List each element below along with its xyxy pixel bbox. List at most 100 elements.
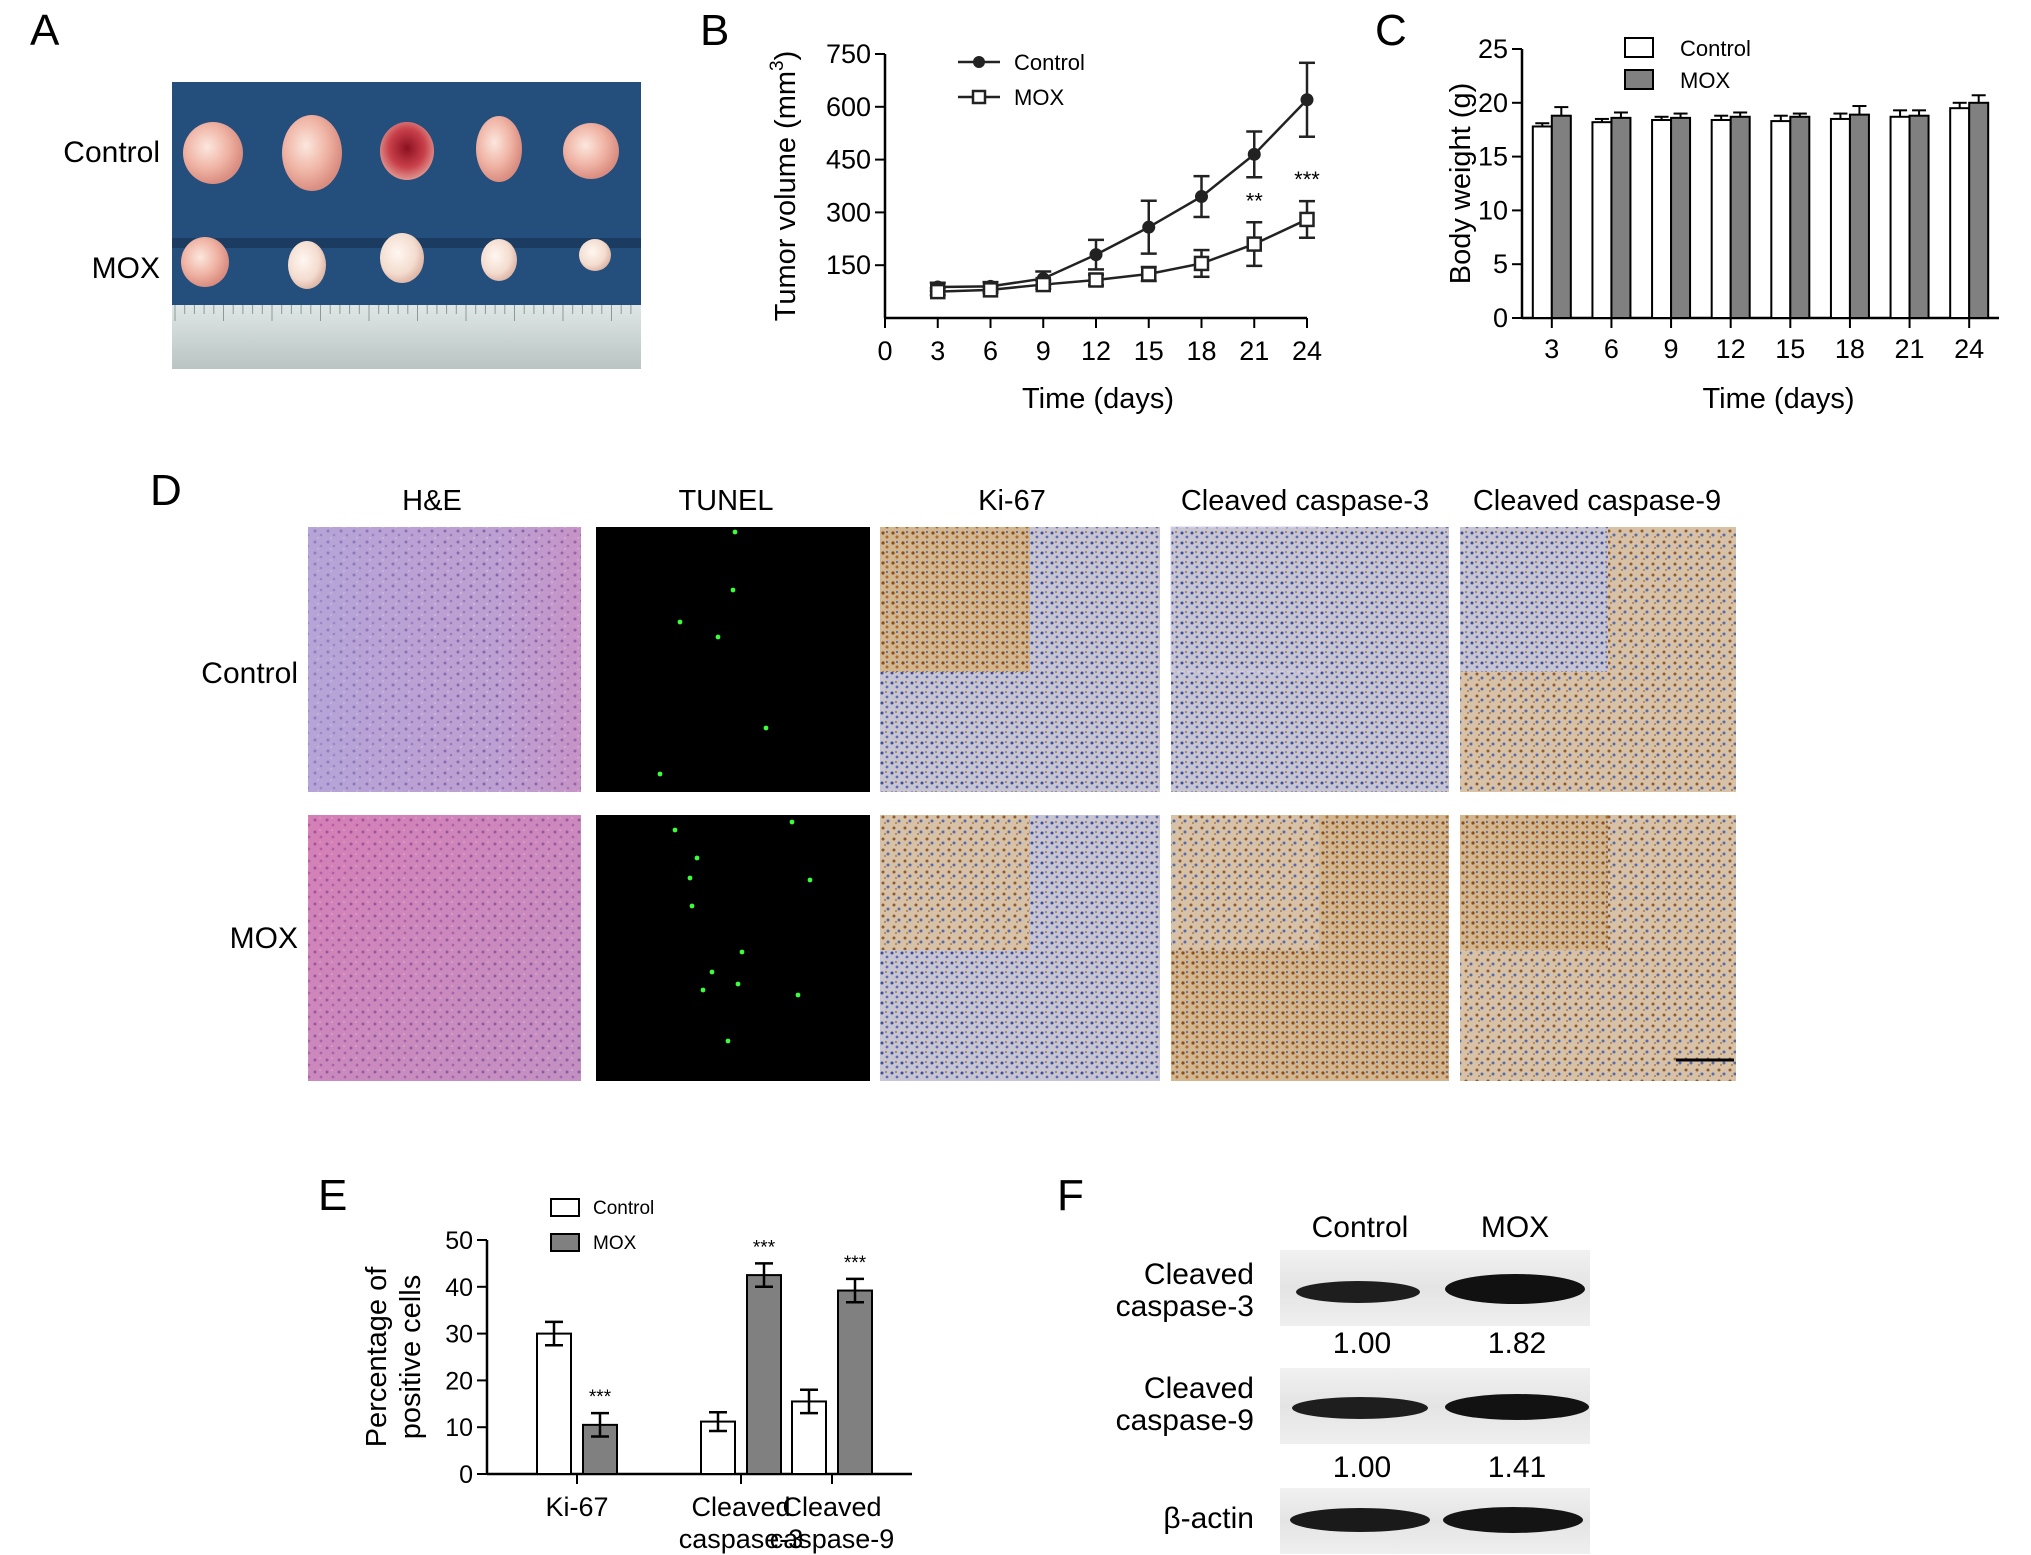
data-point-mox: [1246, 236, 1262, 252]
tunel-positive-cell: [789, 819, 795, 825]
tumor-control-2: [282, 115, 342, 191]
band-mox-beta-actin: [1443, 1507, 1583, 1533]
y-tick-label: 25: [1478, 34, 1508, 64]
tunel-positive-cell: [677, 619, 683, 625]
y-tick-label: 750: [826, 39, 871, 69]
panel-label-d: D: [150, 466, 182, 515]
tunel-positive-cell: [709, 969, 715, 975]
bar-mox: [1610, 116, 1632, 319]
tunel-positive-cell: [694, 855, 700, 861]
paren: ): [770, 51, 802, 61]
tumor-mox-5: [579, 239, 611, 271]
significance-marker: ***: [1294, 167, 1320, 192]
column-label-cleaved-caspase-3: Cleaved caspase-3: [1181, 485, 1429, 517]
y-tick-label: 30: [445, 1321, 473, 1349]
density-mox-cleaved-caspase-3: 1.82: [1488, 1327, 1546, 1360]
y-tick-label: 150: [826, 250, 871, 280]
y-axis-label-line1: Percentage of: [361, 1266, 393, 1448]
x-tick-label: 15: [1134, 336, 1164, 366]
bar-mox: [1670, 116, 1692, 319]
tumor-mox-3: [380, 233, 424, 283]
micrograph-inset: [880, 815, 1030, 950]
bar-mox: [837, 1289, 873, 1475]
panel-c: C 0 5 10 15 20 25 3 6 9 12 15 18 21 24 Time (days) Body…: [1375, 6, 1999, 415]
bar-control: [1949, 107, 1971, 320]
band-label-beta-actin: β-actin: [1163, 1502, 1254, 1535]
column-label-tunel: TUNEL: [678, 485, 773, 517]
band-mox-cleaved-caspase-9: [1445, 1394, 1589, 1420]
tumor-control-3: [380, 122, 434, 180]
tumor-mox-2: [288, 241, 326, 289]
micrograph-inset: [1460, 815, 1608, 950]
y-tick-label: 0: [459, 1461, 473, 1489]
row-label-mox: MOX: [230, 922, 298, 955]
x-tick-label: 12: [1081, 336, 1111, 366]
band-control-cleaved-caspase-3: [1296, 1281, 1420, 1303]
panel-label-b: B: [700, 6, 729, 55]
bar-mox: [1908, 114, 1930, 319]
bar-control: [1770, 120, 1792, 320]
tunel-positive-cell: [657, 771, 663, 777]
legend-marker-mox: [971, 89, 987, 105]
panel-d: D H&E TUNEL Ki-67 Cleaved caspase-3 Clea…: [150, 466, 1736, 1081]
legend-swatch-control: [1624, 37, 1654, 58]
y-axis-label: Tumor volume (mm3): [767, 51, 802, 322]
data-point-control: [1300, 93, 1314, 107]
ruler-ticks: [174, 305, 632, 321]
panel-label-a: A: [30, 6, 60, 55]
significance-marker: ***: [589, 1387, 612, 1408]
legend-label-mox: MOX: [593, 1233, 637, 1254]
x-tick-label: 0: [877, 336, 892, 366]
x-tick-label: Cleaved: [691, 1492, 790, 1522]
tumor-control-5: [563, 123, 619, 179]
data-point-mox: [982, 282, 999, 298]
tumor-volume-line-chart: 150 300 450 600 750 0 3 6 9 12 15 18 21 24 Time (days)…: [767, 39, 1322, 415]
y-tick-label: 600: [826, 92, 871, 122]
bar-mox: [1550, 114, 1572, 319]
lane-label-mox: MOX: [1481, 1211, 1549, 1244]
x-tick-label: 15: [1775, 334, 1805, 364]
row-label-control: Control: [63, 136, 160, 169]
x-tick-label: Ki-67: [545, 1492, 608, 1522]
y-tick-label: 20: [445, 1367, 473, 1395]
tunel-positive-cell: [739, 949, 745, 955]
data-point-mox: [1035, 276, 1051, 293]
significance-marker: **: [1246, 188, 1264, 213]
x-tick-label: 18: [1186, 336, 1216, 366]
data-point-mox: [930, 283, 946, 300]
y-tick-label: 50: [445, 1227, 473, 1255]
row-label-control: Control: [201, 657, 298, 690]
band-mox-cleaved-caspase-3: [1445, 1274, 1585, 1304]
panel-label-f: F: [1057, 1171, 1084, 1220]
x-tick-label: 12: [1716, 334, 1746, 364]
bar-control: [1651, 119, 1673, 319]
x-tick-label: 21: [1239, 336, 1269, 366]
micrograph-inset: [880, 527, 1030, 672]
density-control-cleaved-caspase-9: 1.00: [1333, 1451, 1391, 1484]
series-line-mox: [937, 218, 1308, 293]
data-point-mox: [1299, 211, 1315, 228]
tunel-positive-cell: [725, 1038, 731, 1044]
x-tick-label: Cleaved: [782, 1492, 881, 1522]
x-tick-label: 6: [983, 336, 998, 366]
band-label-cleaved-caspase-9-line2: caspase-9: [1116, 1404, 1254, 1437]
bar-control: [1531, 125, 1553, 319]
legend-marker-control: [973, 56, 985, 68]
x-tick-label: 21: [1895, 334, 1925, 364]
y-axis-label: Body weight (g): [1445, 83, 1477, 285]
micrograph-inset: [1460, 527, 1608, 672]
significance-marker: ***: [844, 1253, 867, 1274]
micrograph-tunel-mox: [596, 815, 870, 1081]
column-label-ki67: Ki-67: [978, 485, 1046, 517]
micrograph-tunel-control: [596, 527, 870, 792]
tunel-positive-cell: [730, 587, 736, 593]
y-tick-label: 450: [826, 145, 871, 175]
x-tick-label: caspase-3: [679, 1524, 804, 1554]
y-tick-label: 0: [1493, 303, 1508, 333]
row-label-mox: MOX: [92, 252, 160, 285]
bar-mox: [1848, 113, 1870, 319]
tunel-positive-cell: [700, 987, 706, 993]
bar-control: [1591, 121, 1613, 319]
superscript: 3: [767, 60, 788, 71]
band-label-cleaved-caspase-3-line2: caspase-3: [1116, 1290, 1254, 1323]
